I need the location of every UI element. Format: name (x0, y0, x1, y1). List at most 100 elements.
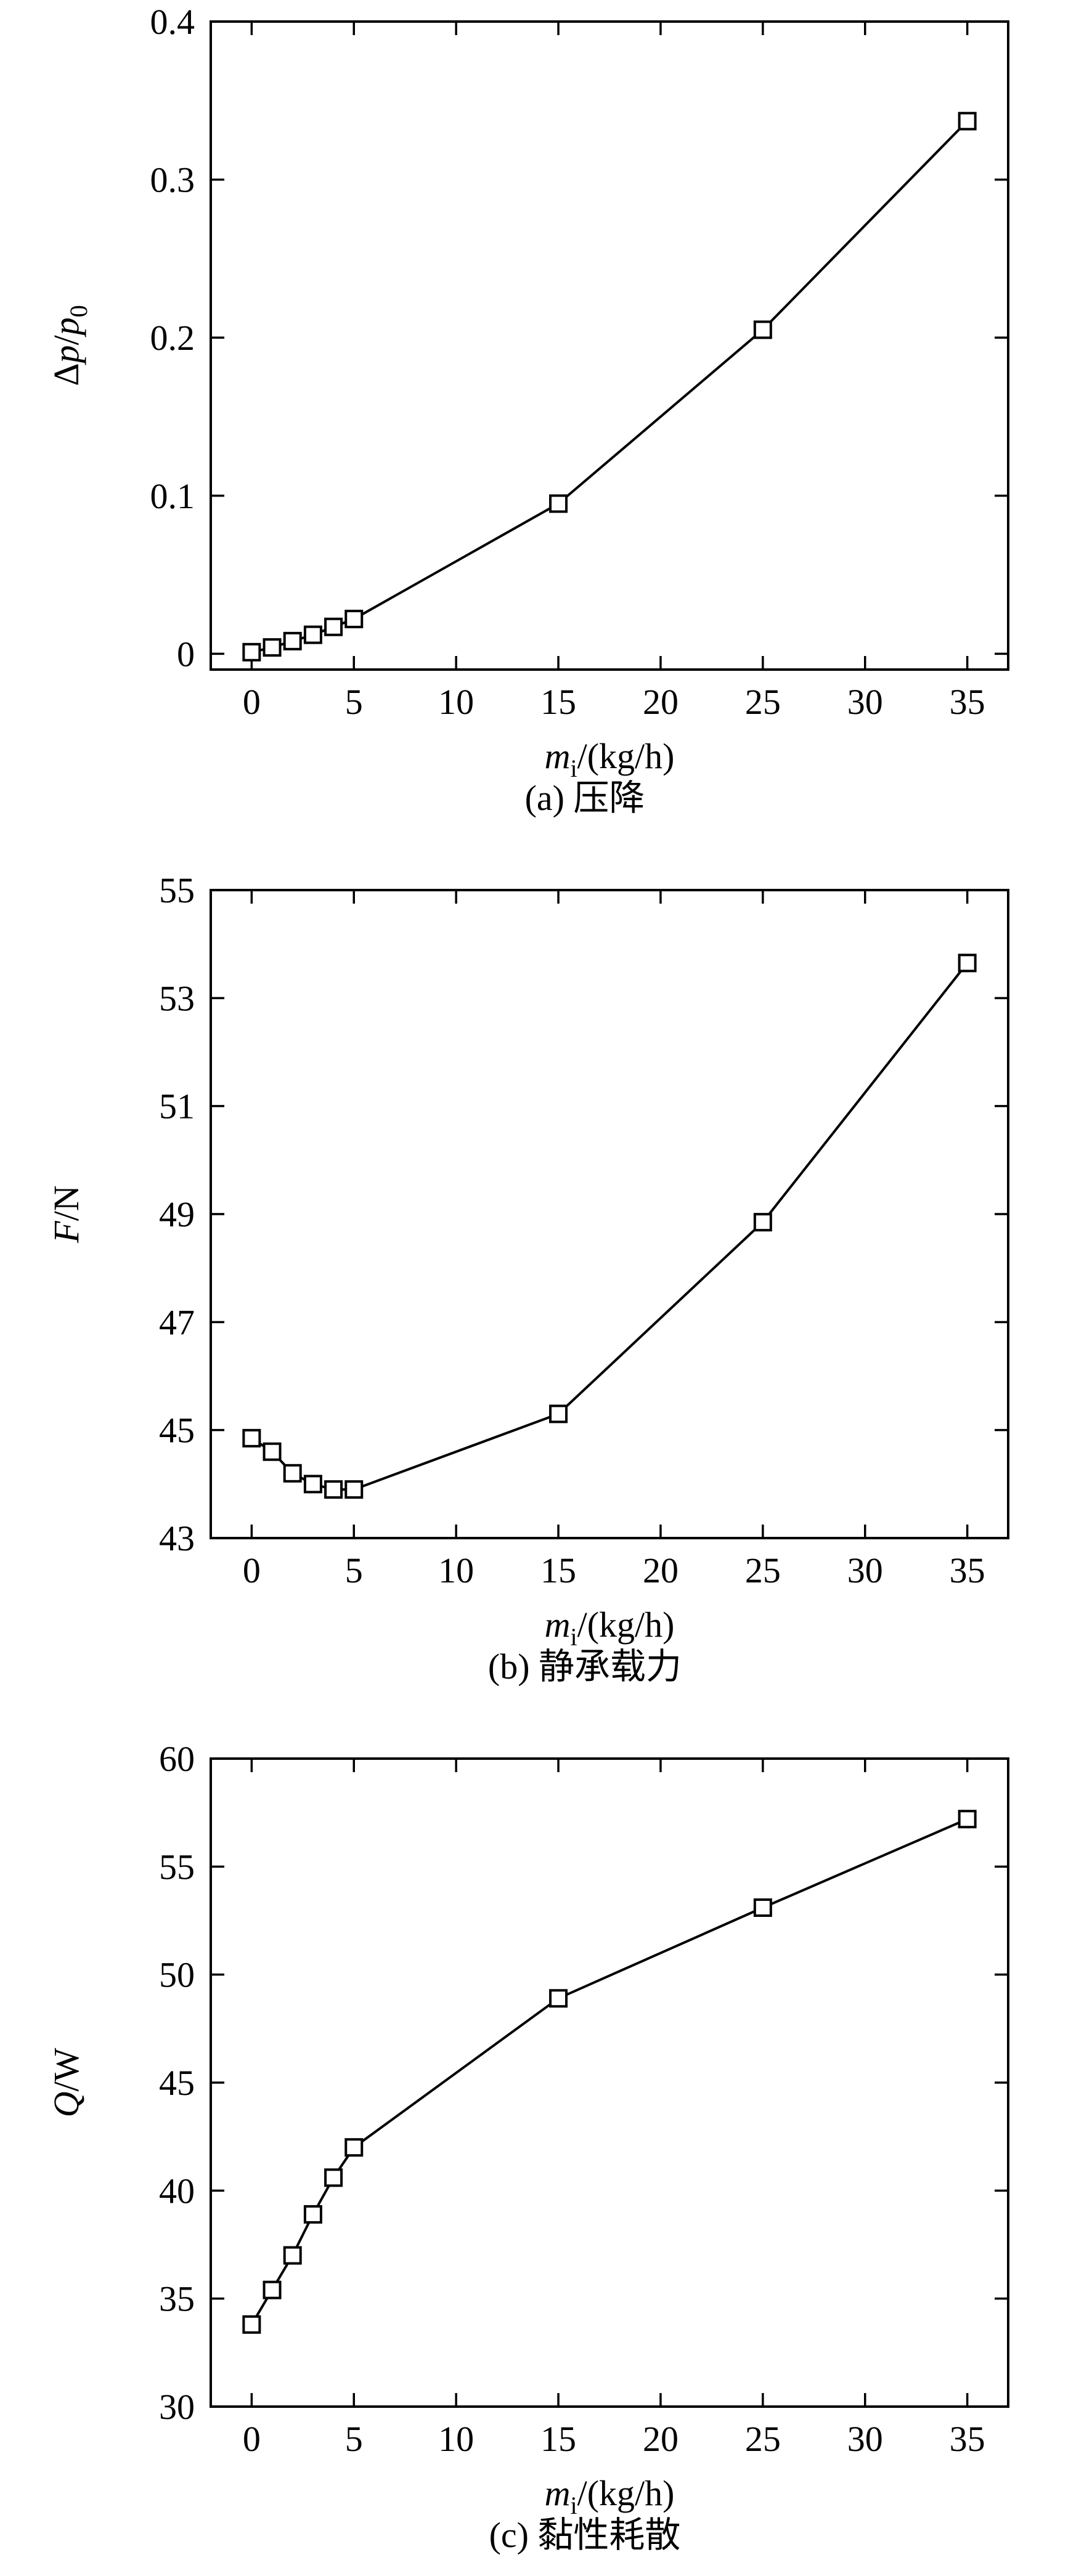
y-tick-label: 45 (159, 1411, 195, 1451)
y-axis-title-delta: Δ (46, 363, 86, 386)
x-axis-title: mi/(kg/h) (545, 2473, 675, 2519)
panel-a-pressure-drop: 0 5 10 15 20 25 30 35 0 0.1 0.2 0.3 0.4 mi/(kg/h) Δp/p… (46, 2, 1009, 818)
y-tick-label: 0.3 (150, 160, 195, 200)
data-point (753, 1213, 772, 1232)
x-axis-title-sub: i (570, 1623, 577, 1651)
x-tick-label: 5 (345, 682, 363, 722)
x-axis-title-unit: /(kg/h) (577, 2473, 675, 2513)
series-line (251, 962, 969, 1491)
y-axis-title-var: Q (46, 2091, 86, 2117)
y-axis-title-var: p (46, 345, 86, 365)
x-axis-title-var: m (545, 736, 571, 776)
x-tick-label: 0 (243, 2419, 261, 2459)
data-point (549, 1404, 568, 1424)
x-axis-title: mi/(kg/h) (545, 1605, 675, 1651)
data-point (958, 954, 977, 973)
data-point (263, 638, 282, 657)
y-tick-label: 30 (159, 2387, 195, 2427)
y-tick-label: 50 (159, 1955, 195, 1995)
x-tick-label: 25 (745, 1550, 781, 1590)
y-axis-title-unit: /W (46, 2047, 86, 2091)
data-point (283, 2246, 302, 2265)
y-axis-title-unit: /N (46, 1185, 86, 1221)
x-tick-label: 0 (243, 682, 261, 722)
y-axis-title: Q/W (46, 2047, 86, 2117)
panel-caption: (a) 压降 (525, 778, 645, 818)
x-tick-label: 25 (745, 682, 781, 722)
x-tick-label: 5 (345, 2419, 363, 2459)
series-line (250, 1818, 968, 2325)
data-point (283, 631, 302, 650)
data-point (283, 1464, 302, 1483)
y-tick-label: 0.2 (150, 318, 195, 358)
data-point (263, 2280, 282, 2299)
x-tick-label: 25 (745, 2419, 781, 2459)
data-point (324, 1480, 343, 1499)
x-tick-label: 5 (345, 1550, 363, 1590)
y-tick-label: 55 (159, 1847, 195, 1887)
y-tick-label: 45 (159, 2063, 195, 2103)
x-axis-title-var: m (545, 1605, 571, 1645)
x-tick-label: 15 (540, 682, 576, 722)
y-axis-title: F/N (46, 1185, 86, 1243)
data-point (753, 320, 772, 339)
data-point (242, 1428, 261, 1448)
y-tick-label: 0.4 (150, 2, 195, 42)
x-tick-label: 10 (438, 682, 474, 722)
data-point (344, 609, 364, 628)
data-point (549, 494, 568, 513)
data-point (344, 2138, 364, 2157)
x-tick-label: 15 (540, 1550, 576, 1590)
data-point (958, 1810, 977, 1829)
x-tick-label: 35 (950, 682, 985, 722)
y-axis-title-sub: 0 (65, 305, 92, 317)
y-axis-title-slash: / (46, 334, 86, 345)
series-line (251, 120, 969, 654)
x-axis-title: mi/(kg/h) (545, 736, 675, 782)
y-tick-label: 49 (159, 1194, 195, 1234)
panel-caption: (b) 静承载力 (488, 1646, 682, 1687)
x-tick-label: 30 (847, 2419, 883, 2459)
plot-frame (210, 1757, 1009, 2408)
data-point (324, 617, 343, 636)
x-tick-label: 10 (438, 2419, 474, 2459)
y-tick-label: 0.1 (150, 476, 195, 516)
x-tick-label: 20 (643, 1550, 678, 1590)
panel-b-static-load: 0 5 10 15 20 25 30 35 43 45 47 49 51 53 55 mi/(kg/h) F/N… (46, 870, 1009, 1687)
x-tick-label: 35 (950, 1550, 985, 1590)
data-point (753, 1898, 772, 1917)
panel-c-viscous-dissipation: 0 5 10 15 20 25 30 35 30 35 40 45 50 55 60 mi/(kg/h) Q/W… (46, 1739, 1009, 2555)
x-tick-label: 15 (540, 2419, 576, 2459)
data-point (303, 625, 322, 644)
y-tick-label: 40 (159, 2171, 195, 2211)
y-tick-label: 51 (159, 1087, 195, 1127)
x-axis-title-unit: /(kg/h) (577, 1605, 675, 1645)
y-tick-label: 43 (159, 1518, 195, 1558)
data-point (324, 2168, 343, 2187)
data-point (958, 111, 977, 131)
y-tick-label: 60 (159, 1739, 195, 1779)
x-axis-title-var: m (545, 2473, 571, 2513)
data-point (242, 2315, 261, 2334)
x-tick-label: 30 (847, 1550, 883, 1590)
x-tick-label: 20 (643, 2419, 678, 2459)
panel-caption: (c) 黏性耗散 (489, 2515, 681, 2555)
x-tick-label: 35 (950, 2419, 985, 2459)
data-point (242, 642, 261, 662)
y-tick-label: 53 (159, 978, 195, 1018)
data-point (344, 1480, 364, 1499)
x-tick-label: 0 (243, 1550, 261, 1590)
data-point (303, 1475, 322, 1494)
y-tick-label: 35 (159, 2279, 195, 2319)
data-point (303, 2205, 322, 2224)
x-axis-title-unit: /(kg/h) (577, 736, 675, 776)
plot-frame (210, 20, 1009, 671)
x-axis-title-sub: i (570, 2492, 577, 2519)
data-point (263, 1442, 282, 1461)
y-axis-title-var2: p (46, 317, 86, 338)
y-axis-title: Δp/p0 (46, 305, 92, 386)
x-tick-label: 20 (643, 682, 678, 722)
plot-frame (210, 889, 1009, 1539)
x-axis-title-sub: i (570, 755, 577, 782)
